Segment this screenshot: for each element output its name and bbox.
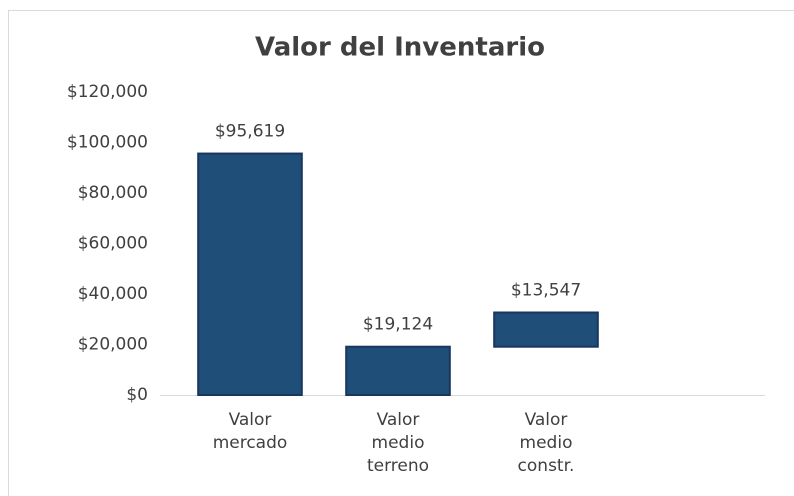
value-label: $13,547 [511, 281, 581, 301]
x-tick-label: Valor mercado [213, 410, 288, 453]
bar [493, 311, 599, 348]
y-tick-label: $60,000 [78, 234, 148, 254]
chart-frame [8, 10, 794, 496]
x-tick-label: Valor medio constr. [518, 410, 575, 476]
y-tick-label: $100,000 [67, 133, 148, 153]
bar [494, 347, 598, 395]
value-label: $19,124 [363, 315, 433, 335]
bar [197, 152, 303, 396]
value-label: $95,619 [215, 122, 285, 142]
y-tick-label: $0 [126, 385, 148, 405]
y-tick-label: $80,000 [78, 183, 148, 203]
x-tick-label: Valor medio terreno [367, 410, 429, 476]
y-tick-label: $120,000 [67, 82, 148, 102]
bar [345, 345, 451, 397]
y-tick-label: $20,000 [78, 335, 148, 355]
chart-title: Valor del Inventario [255, 33, 545, 63]
y-tick-label: $40,000 [78, 284, 148, 304]
